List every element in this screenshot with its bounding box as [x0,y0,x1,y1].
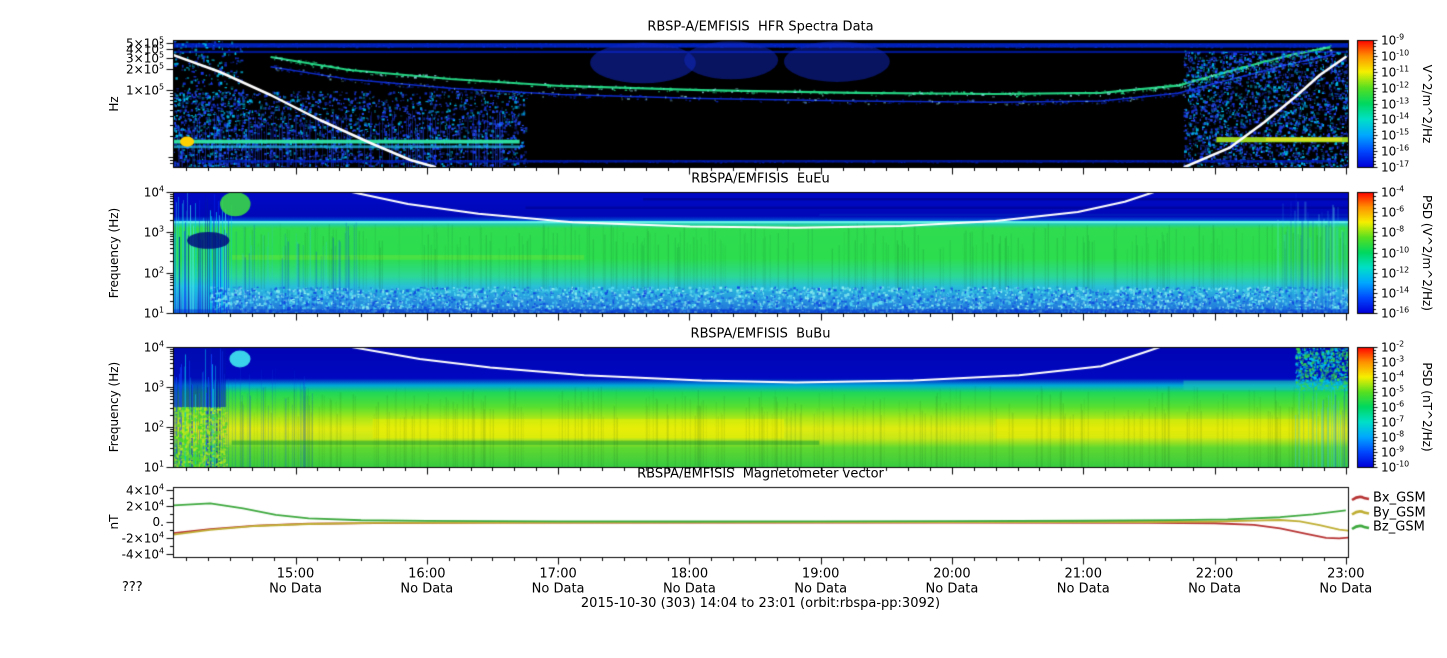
unknown-time-marker: ??? [122,580,143,595]
figure-caption: 2015-10-30 (303) 14:04 to 23:01 (orbit:r… [580,596,941,611]
